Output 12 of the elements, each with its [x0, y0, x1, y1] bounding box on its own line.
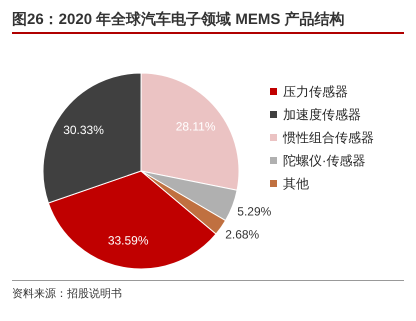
- text: 资料来源：招股说明书: [12, 287, 123, 301]
- legend-label: 压力传感器: [283, 82, 348, 100]
- legend-label: 惯性组合传感器: [283, 128, 374, 146]
- data-label: 28.11%: [176, 119, 216, 134]
- legend-label: 其他: [283, 174, 309, 192]
- data-label: 5.29%: [237, 204, 272, 219]
- chart-title: 图26：2020 年全球汽车电子领域 MEMS 产品结构: [12, 10, 404, 34]
- data-label: 33.59%: [108, 233, 149, 248]
- data-label: 2.68%: [225, 227, 260, 242]
- data-label: 30.33%: [63, 123, 104, 138]
- legend-label: 陀螺仪·传感器: [283, 152, 366, 170]
- legend-label: 加速度传感器: [283, 106, 361, 124]
